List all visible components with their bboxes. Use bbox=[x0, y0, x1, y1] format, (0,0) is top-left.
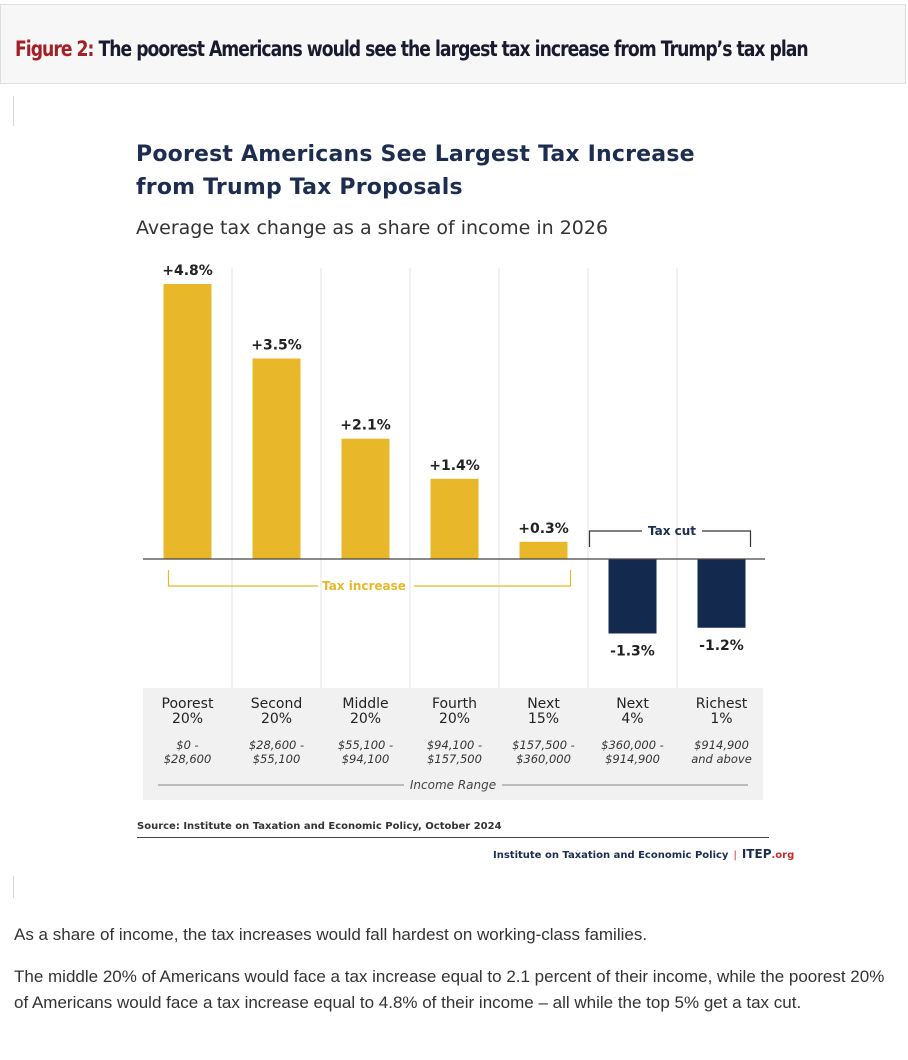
source-rule bbox=[137, 837, 769, 838]
income-range-line1: $94,100 - bbox=[427, 738, 482, 752]
body-paragraph-2: The middle 20% of Americans would face a… bbox=[14, 967, 885, 1012]
tax-cut-bracket-right bbox=[702, 530, 752, 547]
chart-subtitle: Average tax change as a share of income … bbox=[136, 217, 609, 239]
tax-increase-bracket-right bbox=[414, 570, 572, 587]
bars: +4.8% +3.5% +2.1% +1.4% +0.3% -1.3% -1.2% bbox=[162, 263, 746, 659]
category-label-line2: 15% bbox=[528, 711, 559, 727]
income-range-line1: $157,500 - bbox=[512, 738, 575, 752]
figure-title: Figure 2: The poorest Americans would se… bbox=[15, 37, 809, 61]
chart-credit: Institute on Taxation and Economic Polic… bbox=[493, 847, 794, 861]
bar-value-label: +3.5% bbox=[251, 337, 302, 353]
chart-title: Poorest Americans See Largest Tax Increa… bbox=[136, 138, 695, 204]
income-range-line2: $94,100 bbox=[342, 752, 390, 766]
income-range-line2: and above bbox=[691, 752, 752, 766]
income-range-line1: $914,900 bbox=[694, 738, 749, 752]
income-range-line1: $55,100 - bbox=[338, 738, 393, 752]
category-label-line1: Second bbox=[251, 696, 303, 712]
body-paragraph-1: As a share of income, the tax increases … bbox=[14, 925, 648, 944]
bar bbox=[697, 559, 746, 628]
figure-title-text: The poorest Americans would see the larg… bbox=[98, 37, 808, 61]
figure-header: Figure 2: The poorest Americans would se… bbox=[0, 4, 906, 84]
bar-value-label: +0.3% bbox=[518, 521, 569, 537]
bar bbox=[163, 284, 212, 559]
chart-title-line1: Poorest Americans See Largest Tax Increa… bbox=[136, 142, 695, 167]
itep-logo-suffix: .org bbox=[771, 850, 795, 861]
chart-title-line2: from Trump Tax Proposals bbox=[136, 175, 463, 200]
column-dividers bbox=[231, 268, 678, 765]
bar-value-label: +1.4% bbox=[429, 458, 480, 474]
brackets: Tax increase Tax cut bbox=[167, 524, 752, 593]
tax-cut-bracket-left bbox=[588, 530, 642, 547]
income-range-footer: Income Range bbox=[158, 778, 748, 792]
category-label-line1: Next bbox=[527, 696, 560, 712]
left-gutter-line-top bbox=[13, 96, 14, 126]
category-label-line1: Next bbox=[616, 696, 649, 712]
income-range-line1: $28,600 - bbox=[249, 738, 304, 752]
category-label-line2: 20% bbox=[261, 711, 292, 727]
category-label-line2: 4% bbox=[621, 711, 643, 727]
bar bbox=[252, 358, 301, 559]
credit-separator: | bbox=[733, 850, 737, 861]
tax-increase-bracket-left bbox=[167, 570, 318, 587]
bar-value-label: -1.2% bbox=[699, 638, 744, 654]
bar bbox=[341, 438, 390, 559]
category-panel bbox=[143, 688, 763, 800]
income-range-line2: $28,600 bbox=[164, 752, 212, 766]
income-range-line2: $360,000 bbox=[516, 752, 571, 766]
category-label-line1: Fourth bbox=[432, 696, 477, 712]
category-label-line2: 20% bbox=[350, 711, 381, 727]
bar bbox=[430, 478, 479, 559]
category-label-line2: 20% bbox=[172, 711, 203, 727]
category-label-line1: Middle bbox=[342, 696, 388, 712]
figure-label: Figure 2: bbox=[15, 37, 94, 61]
income-range-line1: $0 - bbox=[176, 738, 198, 752]
category-label-line1: Richest bbox=[696, 696, 748, 712]
category-label-line1: Poorest bbox=[162, 696, 214, 712]
credit-org: Institute on Taxation and Economic Polic… bbox=[493, 850, 729, 861]
itep-logo: ITEP bbox=[741, 847, 772, 861]
bar-value-label: -1.3% bbox=[610, 643, 655, 659]
income-range-label: Income Range bbox=[410, 778, 496, 792]
income-range-line2: $55,100 bbox=[253, 752, 301, 766]
bar-value-label: +2.1% bbox=[340, 418, 391, 434]
left-gutter-line-bottom bbox=[13, 876, 14, 898]
income-range-line2: $157,500 bbox=[427, 752, 482, 766]
category-label-line2: 1% bbox=[710, 711, 732, 727]
category-label-line2: 20% bbox=[439, 711, 470, 727]
tax-cut-bracket-label: Tax cut bbox=[648, 524, 696, 538]
income-range-line1: $360,000 - bbox=[601, 738, 664, 752]
tax-increase-bracket-label: Tax increase bbox=[322, 579, 406, 593]
income-range-line2: $914,900 bbox=[605, 752, 660, 766]
bar-value-label: +4.8% bbox=[162, 263, 213, 279]
chart-source: Source: Institute on Taxation and Econom… bbox=[137, 821, 502, 832]
bar bbox=[519, 541, 568, 559]
bar bbox=[608, 559, 657, 634]
bar-chart: +4.8% +3.5% +2.1% +1.4% +0.3% -1.3% -1.2% Tax … bbox=[143, 263, 765, 800]
